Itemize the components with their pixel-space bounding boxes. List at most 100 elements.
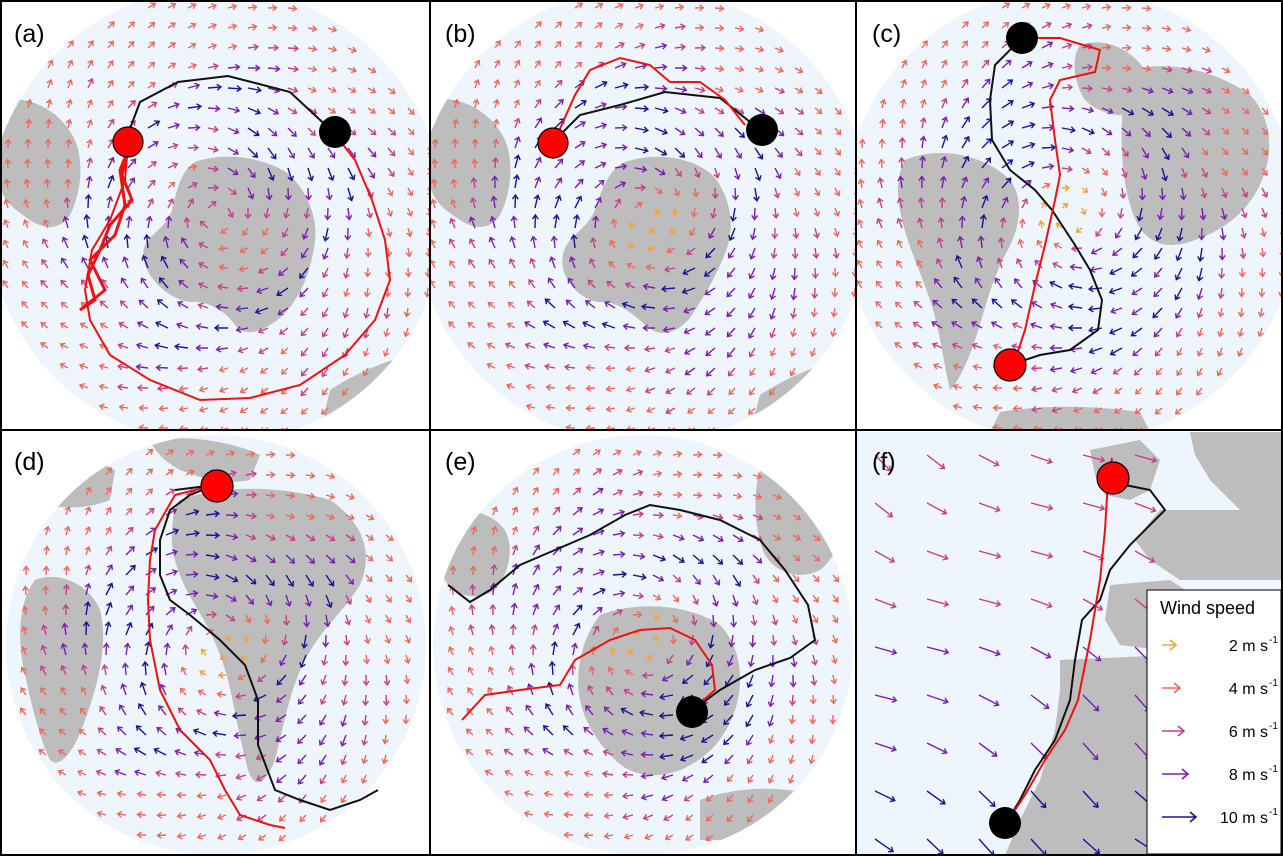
wind-arrow bbox=[285, 574, 294, 588]
wind-arrow bbox=[98, 363, 109, 371]
end-marker-b bbox=[746, 114, 778, 146]
wind-arrow bbox=[327, 147, 336, 159]
wind-arrow bbox=[811, 267, 819, 280]
wind-arrow bbox=[60, 642, 68, 656]
wind-arrow bbox=[448, 300, 456, 309]
wind-arrow bbox=[711, 187, 719, 200]
legend-label-exponent: -1 bbox=[1269, 721, 1278, 732]
wind-arrow bbox=[1101, 43, 1112, 51]
wind-arrow bbox=[1131, 287, 1143, 296]
wind-arrow bbox=[363, 654, 371, 665]
wind-arrow bbox=[431, 158, 439, 169]
wind-arrow bbox=[340, 774, 348, 784]
wind-arrow bbox=[583, 811, 594, 819]
wind-arrow bbox=[305, 492, 316, 500]
wind-arrow bbox=[1155, 387, 1163, 396]
wind-arrow bbox=[732, 554, 744, 565]
wind-arrow bbox=[732, 513, 744, 521]
wind-arrow bbox=[771, 614, 779, 626]
wind-arrow bbox=[383, 307, 391, 320]
wind-arrow bbox=[367, 87, 377, 94]
wind-arrow bbox=[430, 198, 438, 209]
wind-arrow bbox=[207, 63, 219, 70]
wind-arrow bbox=[514, 154, 521, 169]
wind-arrow bbox=[245, 470, 258, 478]
wind-arrow bbox=[177, 301, 189, 309]
wind-arrow bbox=[510, 215, 518, 229]
wind-arrow bbox=[1201, 167, 1208, 178]
wind-arrow bbox=[932, 363, 943, 370]
wind-arrow bbox=[672, 594, 680, 603]
wind-arrow bbox=[726, 307, 736, 318]
wind-arrow bbox=[621, 771, 634, 779]
wind-arrow bbox=[792, 554, 801, 562]
wind-arrow bbox=[961, 115, 970, 129]
wind-arrow bbox=[997, 236, 1005, 249]
wind-arrow bbox=[382, 694, 390, 707]
wind-arrow bbox=[644, 387, 656, 394]
wind-arrow bbox=[574, 41, 583, 49]
wind-arrow bbox=[327, 25, 338, 33]
wind-arrow bbox=[594, 22, 603, 29]
wind-arrow bbox=[38, 728, 47, 736]
wind-arrow bbox=[563, 363, 576, 371]
wind-arrow bbox=[278, 267, 289, 276]
wind-arrow bbox=[584, 300, 596, 309]
wind-arrow bbox=[303, 207, 311, 220]
wind-arrow bbox=[874, 502, 894, 518]
wind-arrow bbox=[712, 574, 721, 586]
wind-arrow bbox=[1095, 227, 1103, 238]
wind-arrow bbox=[387, 167, 395, 178]
wind-arrow bbox=[772, 207, 780, 220]
wind-arrow bbox=[21, 280, 29, 289]
wind-arrow bbox=[660, 285, 676, 293]
wind-arrow bbox=[974, 277, 983, 289]
wind-arrow bbox=[64, 505, 72, 516]
wind-arrow bbox=[450, 198, 457, 209]
wind-arrow bbox=[733, 167, 741, 181]
wind-arrow bbox=[952, 403, 963, 411]
wind-arrow bbox=[933, 278, 943, 289]
wind-arrow bbox=[125, 621, 133, 636]
wind-arrow bbox=[187, 163, 198, 171]
wind-arrow bbox=[163, 642, 171, 656]
wind-arrow bbox=[514, 40, 521, 49]
legend-title: Wind speed bbox=[1160, 598, 1255, 618]
wind-arrow bbox=[325, 594, 333, 609]
wind-arrow bbox=[592, 587, 606, 596]
wind-arrow bbox=[574, 21, 583, 29]
wind-arrow bbox=[528, 662, 536, 676]
wind-arrow bbox=[926, 454, 946, 470]
wind-arrow bbox=[896, 260, 903, 269]
wind-arrow bbox=[534, 21, 542, 29]
wind-arrow bbox=[1112, 247, 1123, 256]
wind-arrow bbox=[899, 98, 907, 109]
wind-arrow bbox=[165, 215, 173, 229]
wind-arrow bbox=[347, 86, 357, 94]
wind-arrow bbox=[59, 322, 69, 329]
wind-arrow bbox=[858, 138, 866, 149]
wind-arrow bbox=[23, 178, 31, 189]
wind-arrow bbox=[278, 834, 287, 842]
wind-arrow bbox=[98, 403, 109, 411]
wind-arrow bbox=[971, 298, 983, 309]
wind-arrow bbox=[614, 22, 624, 29]
track-red-c bbox=[1014, 37, 1102, 361]
wind-arrow bbox=[705, 834, 714, 842]
wind-arrow bbox=[542, 342, 556, 349]
wind-arrow bbox=[1030, 790, 1047, 809]
wind-arrow bbox=[125, 467, 133, 476]
wind-arrow bbox=[632, 449, 642, 457]
wind-arrow bbox=[753, 187, 760, 202]
wind-arrow bbox=[652, 511, 665, 519]
wind-arrow bbox=[704, 327, 716, 336]
wind-arrow bbox=[701, 754, 714, 764]
wind-arrow bbox=[1037, 219, 1045, 229]
wind-arrow bbox=[957, 235, 965, 249]
wind-arrow bbox=[1100, 187, 1108, 197]
wind-arrow bbox=[592, 468, 603, 476]
wind-arrow bbox=[143, 233, 151, 249]
wind-arrow bbox=[548, 660, 556, 676]
wind-arrow bbox=[926, 502, 948, 515]
wind-arrow bbox=[608, 260, 616, 269]
